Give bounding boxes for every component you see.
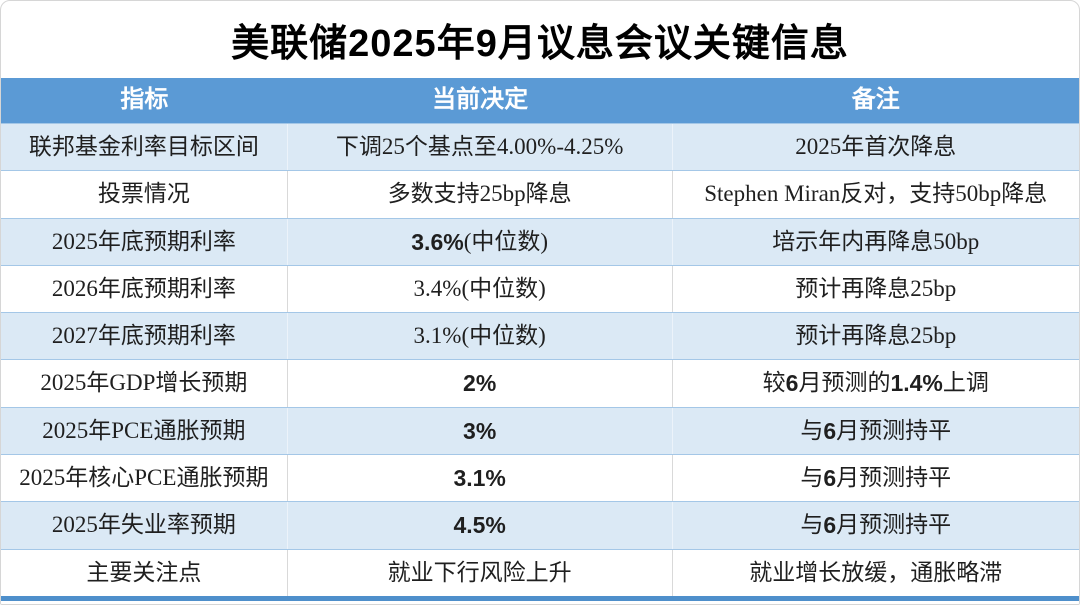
cell-indicator: 主要关注点 bbox=[1, 549, 288, 596]
cell-decision: 3% bbox=[288, 407, 673, 455]
cell-indicator: 2025年核心PCE通胀预期 bbox=[1, 455, 288, 502]
cell-note: 2025年首次降息 bbox=[795, 133, 957, 159]
header-cell-indicator: 指标 bbox=[120, 86, 169, 113]
cell-indicator: 2025年底预期利率 bbox=[1, 218, 288, 265]
table-row: 联邦基金利率目标区间 下调25个基点至4.00%-4.25% 2025年首次降息 bbox=[1, 123, 1079, 171]
header-cell-decision: 当前决定 bbox=[432, 86, 529, 113]
cell-decision: 3.4%(中位数) bbox=[288, 265, 673, 313]
table-row: 2025年PCE通胀预期 3% 与 6 月预测持平 bbox=[1, 406, 1079, 455]
table-row: 2025年底预期利率 3.6% (中位数) 培示年内再降息50bp bbox=[1, 217, 1079, 265]
cell-indicator: 2025年PCE通胀预期 bbox=[1, 407, 288, 455]
bottom-accent-bar bbox=[1, 595, 1079, 601]
bottom-gap bbox=[1, 600, 1079, 604]
cell-decision: 3.6% (中位数) bbox=[288, 218, 673, 265]
cell-note: 预计再降息25bp bbox=[795, 323, 957, 349]
table-row: 2026年底预期利率 3.4%(中位数) 预计再降息25bp bbox=[1, 264, 1079, 313]
cell-decision: 3.1% bbox=[288, 455, 673, 502]
table-row: 2025年核心PCE通胀预期 3.1% 与 6 月预测持平 bbox=[1, 454, 1079, 502]
cell-indicator: 联邦基金利率目标区间 bbox=[1, 124, 288, 171]
cell-note: 与 6 月预测持平 bbox=[800, 465, 952, 491]
cell-note: 较 6 月预测的 1.4% 上调 bbox=[762, 370, 989, 397]
cell-note: Stephen Miran反对，支持50bp降息 bbox=[704, 181, 1048, 207]
cell-decision: 4.5% bbox=[288, 502, 673, 549]
cell-indicator: 2026年底预期利率 bbox=[1, 265, 288, 313]
cell-indicator: 2025年GDP增长预期 bbox=[1, 360, 288, 407]
cell-indicator: 投票情况 bbox=[1, 171, 288, 218]
cell-note: 预计再降息25bp bbox=[795, 275, 957, 301]
cell-decision: 下调25个基点至4.00%-4.25% bbox=[288, 124, 673, 171]
table-row: 主要关注点 就业下行风险上升 就业增长放缓，通胀略滞 bbox=[1, 548, 1079, 596]
cell-indicator: 2027年底预期利率 bbox=[1, 313, 288, 360]
cell-indicator: 2025年失业率预期 bbox=[1, 502, 288, 549]
cell-decision: 2% bbox=[288, 360, 673, 407]
table-row: 2025年失业率预期 4.5% 与 6 月预测持平 bbox=[1, 501, 1079, 549]
cell-note: 就业增长放缓，通胀略滞 bbox=[749, 559, 1003, 585]
cell-decision: 多数支持25bp降息 bbox=[288, 171, 673, 218]
cell-note: 与 6 月预测持平 bbox=[800, 512, 952, 539]
cell-note: 培示年内再降息50bp bbox=[772, 228, 980, 254]
cell-decision: 就业下行风险上升 bbox=[288, 549, 673, 596]
table-header-row: 指标 当前决定 备注 bbox=[1, 78, 1079, 123]
table-row: 2025年GDP增长预期 2% 较 6 月预测的 1.4% 上调 bbox=[1, 359, 1079, 407]
header-cell-note: 备注 bbox=[851, 86, 900, 113]
table-row: 2027年底预期利率 3.1%(中位数) 预计再降息25bp bbox=[1, 312, 1079, 360]
cell-decision: 3.1%(中位数) bbox=[288, 313, 673, 360]
page-title: 美联储2025年9月议息会议关键信息 bbox=[231, 23, 849, 65]
cell-note: 与 6 月预测持平 bbox=[800, 417, 952, 444]
table-row: 投票情况 多数支持25bp降息 Stephen Miran反对，支持50bp降息 bbox=[1, 170, 1079, 218]
